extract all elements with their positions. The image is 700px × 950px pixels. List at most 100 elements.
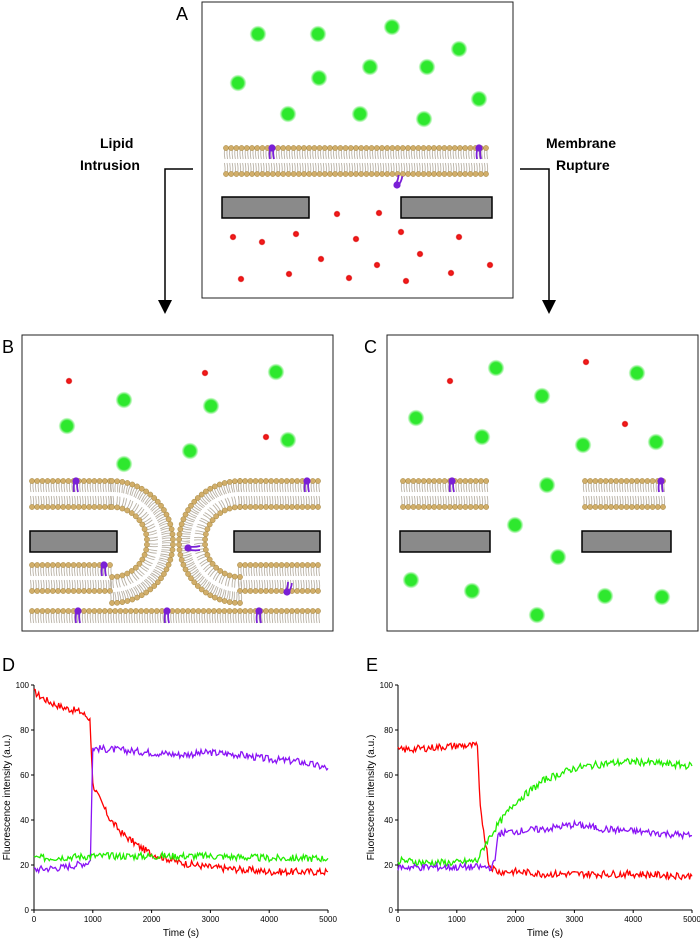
- y-tick-label: 40: [20, 816, 29, 825]
- red-dye-dot: [446, 377, 454, 385]
- panel-c-support-left: [399, 530, 491, 553]
- x-tick-label: 2000: [507, 915, 525, 924]
- red-dye-dot: [65, 377, 73, 385]
- red-dye-dot: [237, 275, 245, 283]
- panel-c-right-bilayer: [582, 477, 666, 510]
- panel-a-bilayer: [223, 144, 489, 177]
- panel-b-left-rim: [109, 478, 176, 606]
- panel-b-lower-left-bilayer: [29, 561, 113, 594]
- red-dye-dot: [402, 277, 410, 285]
- red-dye-dot: [229, 233, 237, 241]
- green-dye-dot: [229, 74, 247, 92]
- green-dye-dot: [361, 58, 379, 76]
- red-dye-dot: [455, 233, 463, 241]
- green-dye-dot: [309, 25, 327, 43]
- x-tick-label: 0: [32, 915, 37, 924]
- panel-b-upper-left-bilayer: [29, 477, 113, 510]
- green-dye-dot: [415, 110, 433, 128]
- green-dye-dot: [653, 588, 671, 606]
- green-dye-dot: [418, 58, 436, 76]
- panel-a-red-dye: [229, 209, 494, 285]
- green-dye-dot: [115, 391, 133, 409]
- membrane-rupture-label-2: Rupture: [556, 157, 610, 173]
- labeled-lipid: [72, 477, 80, 493]
- lipid-intrusion-label-2: Intrusion: [80, 157, 140, 173]
- green-dye-dot: [202, 397, 220, 415]
- red-dye-dot: [375, 209, 383, 217]
- red-dye-dot: [416, 250, 424, 258]
- red-dye-dot: [486, 261, 494, 269]
- labeled-lipid: [268, 144, 276, 160]
- x-tick-label: 0: [396, 915, 401, 924]
- y-tick-label: 60: [20, 771, 29, 780]
- y-tick-label: 20: [20, 861, 29, 870]
- labeled-lipid: [255, 607, 263, 624]
- y-tick-label: 0: [389, 906, 394, 915]
- panel-c-left-bilayer: [400, 477, 490, 510]
- green-dye-dot: [279, 431, 297, 449]
- green-dye-dot: [470, 90, 488, 108]
- green-dye-dot: [473, 428, 491, 446]
- green-dye-dot: [487, 359, 505, 377]
- panel-d-letter: D: [2, 655, 15, 675]
- green-dye-dot: [549, 548, 567, 566]
- x-tick-label: 2000: [143, 915, 161, 924]
- panel-a-support-right: [400, 196, 493, 219]
- green-dye-dot: [407, 409, 425, 427]
- green-dye-dot: [506, 516, 524, 534]
- x-tick-label: 3000: [202, 915, 220, 924]
- red-dye-dot: [317, 255, 325, 263]
- series-red-line: [33, 688, 329, 877]
- green-dye-dot: [533, 387, 551, 405]
- red-dye-dot: [201, 369, 209, 377]
- green-dye-dot: [450, 40, 468, 58]
- panel-b-dyes: [58, 363, 297, 473]
- green-dye-dot: [402, 571, 420, 589]
- red-dye-dot: [345, 274, 353, 282]
- green-dye-dot: [249, 25, 267, 43]
- labeled-lipid: [475, 144, 483, 160]
- x-tick-label: 3000: [566, 915, 584, 924]
- y-tick-label: 60: [384, 771, 393, 780]
- x-tick-label: 4000: [260, 915, 278, 924]
- red-dye-dot: [285, 270, 293, 278]
- panel-b-support-left: [29, 530, 118, 553]
- x-tick-label: 4000: [624, 915, 642, 924]
- y-tick-label: 0: [25, 906, 30, 915]
- panel-b-lipid-bilayers: [29, 477, 321, 624]
- series-green-line: [397, 756, 693, 868]
- panel-c-dyes: [402, 358, 671, 624]
- panel-b-upper-right-bilayer: [237, 477, 321, 510]
- panel-b-right-rim: [176, 478, 243, 606]
- panel-b: B: [2, 334, 334, 632]
- y-axis-label: Fluorescence intensity (a.u.): [366, 735, 377, 861]
- green-dye-dot: [279, 105, 297, 123]
- red-dye-dot: [258, 238, 266, 246]
- red-dye-dot: [333, 210, 341, 218]
- red-dye-dot: [621, 420, 629, 428]
- red-dye-dot: [292, 230, 300, 238]
- red-dye-dot: [447, 269, 455, 277]
- x-tick-label: 1000: [84, 915, 102, 924]
- series-purple-line: [33, 743, 329, 875]
- labeled-lipid: [100, 561, 108, 577]
- green-dye-dot: [115, 455, 133, 473]
- green-dye-dot: [310, 69, 328, 87]
- panel-a: A: [176, 1, 514, 299]
- panel-c-letter: C: [364, 337, 377, 357]
- red-dye-dot: [352, 235, 360, 243]
- x-tick-label: 5000: [319, 915, 337, 924]
- green-dye-dot: [383, 18, 401, 36]
- y-tick-label: 80: [20, 726, 29, 735]
- green-dye-dot: [596, 587, 614, 605]
- labeled-lipid: [393, 174, 404, 189]
- series-purple-line: [397, 818, 693, 873]
- y-tick-label: 20: [384, 861, 393, 870]
- labeled-lipid: [283, 581, 293, 596]
- arrow-lipid-intrusion: Lipid Intrusion: [80, 135, 193, 314]
- green-dye-dot: [628, 364, 646, 382]
- panel-a-lipid-bilayer: [223, 144, 489, 189]
- y-tick-label: 100: [380, 681, 394, 690]
